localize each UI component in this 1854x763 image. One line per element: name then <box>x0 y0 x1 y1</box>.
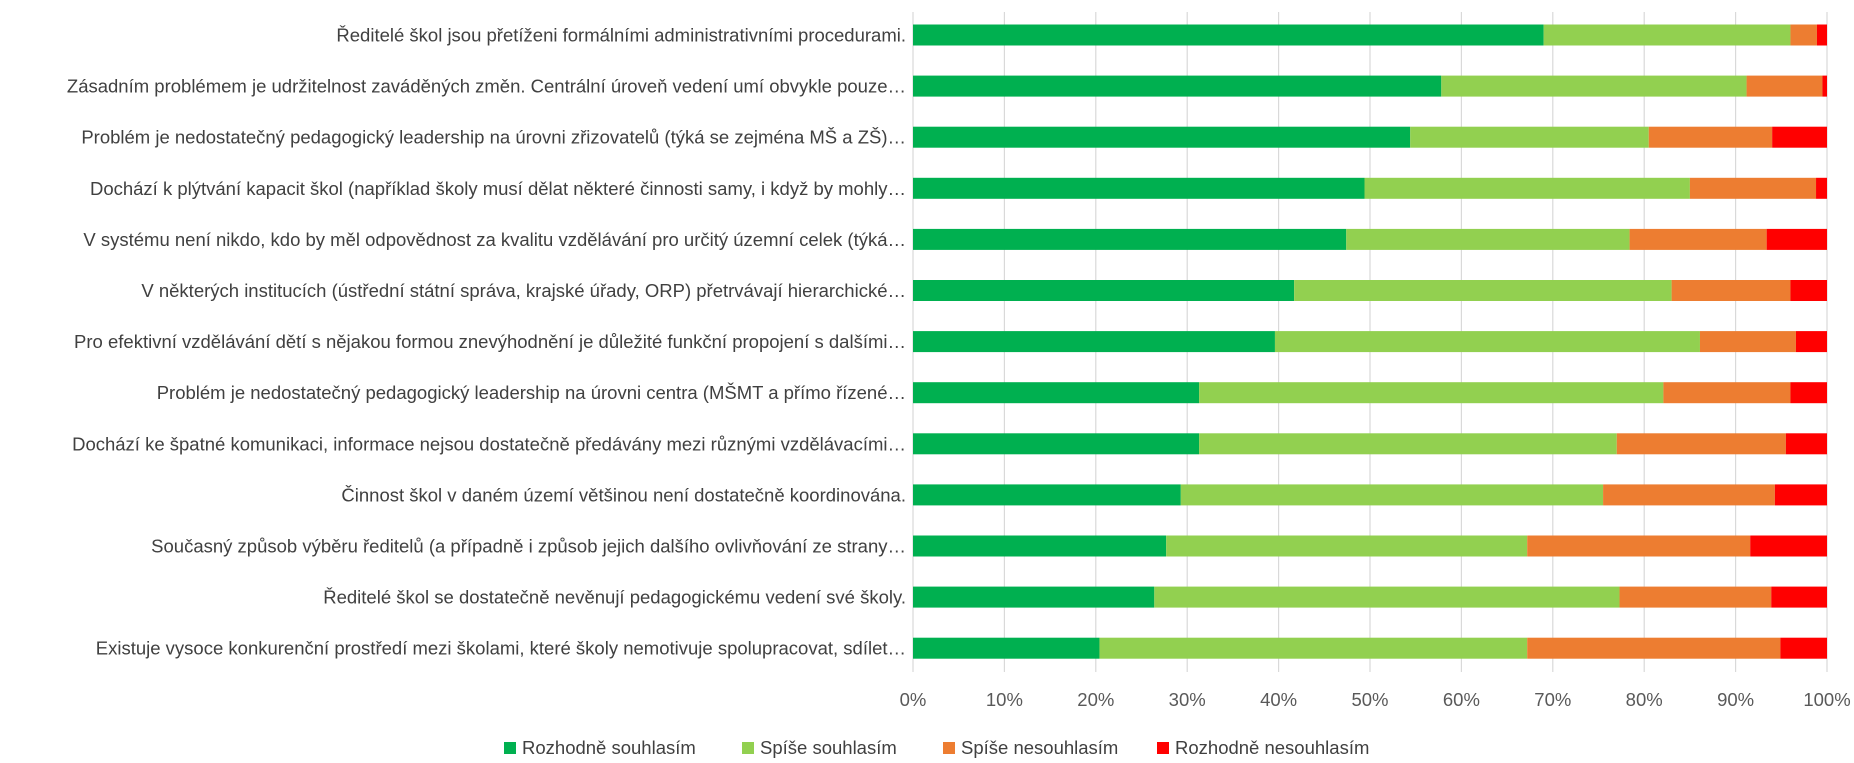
bar-segment-2 <box>1441 75 1747 97</box>
bar-segment-3 <box>1663 382 1791 404</box>
bar-segment-2 <box>1364 177 1690 199</box>
x-tick-label: 70% <box>1534 689 1571 710</box>
bar-segment-2 <box>1199 433 1617 455</box>
bar-segment-4 <box>1771 586 1827 608</box>
bar-segment-1 <box>913 586 1155 608</box>
category-label: V některých institucích (ústřední státní… <box>141 280 906 301</box>
category-label: Současný způsob výběru ředitelů (a přípa… <box>151 536 906 557</box>
category-label: Ředitelé škol jsou přetíženi formálními … <box>336 25 906 46</box>
bar-segment-3 <box>1689 177 1817 199</box>
category-label: Pro efektivní vzdělávání dětí s nějakou … <box>74 331 906 352</box>
bar-segment-2 <box>1410 126 1649 148</box>
bar-segment-3 <box>1619 586 1772 608</box>
bar-segment-4 <box>1785 433 1827 455</box>
bar-segment-1 <box>913 177 1365 199</box>
bar-segment-3 <box>1527 637 1781 659</box>
bar-segment-1 <box>913 126 1411 148</box>
x-tick-label: 40% <box>1260 689 1297 710</box>
bar-segment-4 <box>1790 382 1827 404</box>
category-label: Problém je nedostatečný pedagogický lead… <box>81 127 906 148</box>
bar-segment-4 <box>1822 75 1827 97</box>
x-tick-label: 30% <box>1169 689 1206 710</box>
bar-segment-2 <box>1199 382 1664 404</box>
bar-segment-3 <box>1629 228 1767 250</box>
legend-label: Rozhodně souhlasím <box>522 737 696 758</box>
bar-segment-1 <box>913 535 1167 557</box>
category-label: Ředitelé škol se dostatečně nevěnují ped… <box>323 587 906 608</box>
bar-segment-4 <box>1766 228 1827 250</box>
legend-label: Spíše souhlasím <box>760 737 897 758</box>
legend-swatch <box>943 742 955 754</box>
bar-segment-4 <box>1772 126 1827 148</box>
category-label: Dochází ke špatné komunikaci, informace … <box>72 433 906 454</box>
bar-segment-1 <box>913 433 1200 455</box>
bar-segment-2 <box>1099 637 1528 659</box>
bar-segment-3 <box>1790 24 1817 46</box>
bar-segment-3 <box>1671 280 1791 301</box>
bar-segment-2 <box>1543 24 1791 46</box>
category-label: Existuje vysoce konkurenční prostředí me… <box>96 638 906 659</box>
bar-segment-1 <box>913 75 1442 97</box>
bar-segment-4 <box>1780 637 1827 659</box>
x-tick-label: 60% <box>1443 689 1480 710</box>
bar-segment-3 <box>1527 535 1751 557</box>
bar-segment-1 <box>913 331 1275 353</box>
bar-segment-1 <box>913 637 1100 659</box>
category-label: Problém je nedostatečný pedagogický lead… <box>157 382 906 403</box>
bar-segment-1 <box>913 24 1544 46</box>
bar-segment-1 <box>913 228 1347 250</box>
x-tick-label: 80% <box>1626 689 1663 710</box>
x-tick-label: 90% <box>1717 689 1754 710</box>
x-tick-label: 20% <box>1077 689 1114 710</box>
bar-segment-3 <box>1648 126 1773 148</box>
bar-segment-3 <box>1616 433 1786 455</box>
x-tick-label: 0% <box>900 689 927 710</box>
bar-segment-4 <box>1816 24 1827 46</box>
category-label: Zásadním problémem je udržitelnost zavád… <box>67 76 906 97</box>
legend-swatch <box>504 742 516 754</box>
x-tick-label: 10% <box>986 689 1023 710</box>
category-label: Dochází k plýtvání kapacit škol (napříkl… <box>90 178 906 199</box>
bars <box>913 24 1827 659</box>
bar-segment-2 <box>1180 484 1604 506</box>
bar-segment-1 <box>913 484 1181 506</box>
bar-segment-4 <box>1750 535 1827 557</box>
category-labels: Ředitelé škol jsou přetíženi formálními … <box>67 25 906 659</box>
bar-segment-2 <box>1166 535 1528 557</box>
category-label: Činnost škol v daném území většinou není… <box>341 484 906 505</box>
legend: Rozhodně souhlasím Spíše souhlasím Spíše n… <box>504 737 1369 758</box>
bar-segment-4 <box>1795 331 1827 353</box>
x-axis-tick-labels: 0% 10% 20% 30% 40% 50% 60% 70% 80% 90% 100% <box>900 689 1851 710</box>
bar-segment-2 <box>1346 228 1630 250</box>
legend-label: Spíše nesouhlasím <box>961 737 1118 758</box>
bar-segment-2 <box>1294 280 1672 301</box>
category-label: V systému není nikdo, kdo by měl odpověd… <box>83 229 906 250</box>
bar-segment-1 <box>913 280 1295 301</box>
bar-segment-2 <box>1154 586 1620 608</box>
bar-segment-4 <box>1790 280 1827 301</box>
legend-swatch <box>1157 742 1169 754</box>
bar-segment-3 <box>1746 75 1823 97</box>
x-tick-label: 100% <box>1803 689 1850 710</box>
legend-label: Rozhodně nesouhlasím <box>1175 737 1369 758</box>
bar-segment-2 <box>1274 331 1700 353</box>
bar-segment-3 <box>1699 331 1796 353</box>
bar-segment-3 <box>1603 484 1775 506</box>
legend-swatch <box>742 742 754 754</box>
bar-segment-4 <box>1816 177 1827 199</box>
bar-segment-1 <box>913 382 1200 404</box>
bar-segment-4 <box>1774 484 1827 506</box>
x-tick-label: 50% <box>1351 689 1388 710</box>
